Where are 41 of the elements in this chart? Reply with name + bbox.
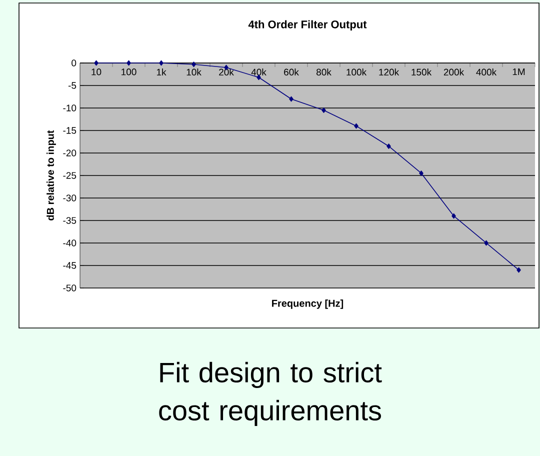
point [192,62,196,68]
point [452,213,456,219]
point [159,60,164,66]
x-tick-label: 400k [476,68,497,76]
y-tick-label: -25 [63,172,76,179]
x-tick-label: 150k [412,68,432,76]
point [419,170,424,176]
y-axis-title: dB relative to input [46,130,56,220]
y-tick-label: -45 [63,262,76,269]
x-tick-label: 1M [512,68,525,76]
y-tick-label: -10 [63,104,76,112]
y-tick-label: -35 [63,217,76,224]
y-tick-label: -30 [63,194,76,202]
x-tick-label: 80k [316,68,332,76]
point [484,240,488,246]
point [322,108,326,113]
x-tick-label: 10 [92,68,102,76]
x-tick-label: 1k [156,68,166,76]
y-tick-label: -15 [63,127,76,134]
chart-title: 4th Order Filter Output [248,20,367,30]
x-tick-label: 120k [379,68,400,76]
x-axis-title: Frequency [Hz] [272,300,344,309]
x-tick-label: 60k [284,68,299,76]
x-tick-label: 20k [219,68,234,76]
x-tick-label: 40k [251,68,266,76]
x-tick-label: 100k [346,68,367,76]
point [386,144,391,149]
x-tick-label: 10k [186,68,202,76]
point [354,123,358,129]
text: Fit design to strict cost requirements [159,362,382,426]
y-tick-label: -20 [63,150,76,156]
x-tick-label: 200k [444,68,464,76]
point [516,267,521,273]
y-tick-label: 0 [72,60,76,66]
point [289,96,294,102]
x-tick-label: 100 [122,68,136,76]
y-tick-label: -5 [68,82,76,89]
y-tick-label: -50 [63,284,76,292]
y-tick-label: -40 [63,240,76,246]
point [126,60,131,66]
point [94,60,98,66]
